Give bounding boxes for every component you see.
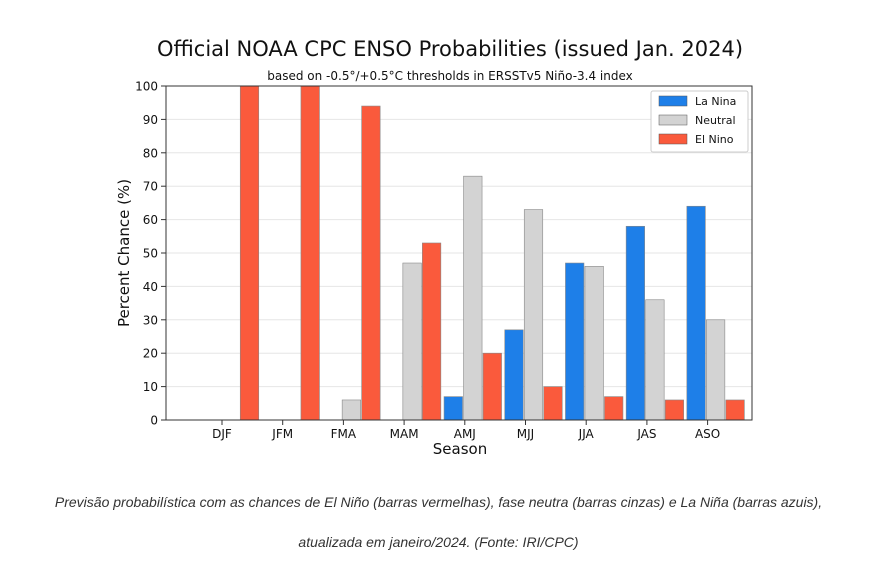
bar-neutral-jas [645, 299, 665, 421]
x-tick-label: AMJ [454, 427, 476, 441]
enso-probability-chart: Official NOAA CPC ENSO Probabilities (is… [115, 37, 753, 458]
legend-label-neutral: Neutral [695, 114, 736, 127]
x-tick-label: JJA [578, 427, 595, 441]
figure-caption-line-2: atualizada em janeiro/2024. (Fonte: IRI/… [298, 534, 579, 550]
y-tick-label: 80 [143, 146, 158, 160]
y-tick-label: 40 [143, 280, 158, 294]
y-axis: 0 10 20 30 40 50 60 70 80 90 100 [135, 80, 166, 428]
y-tick-label: 70 [143, 180, 158, 194]
chart-subtitle: based on -0.5°/+0.5°C thresholds in ERSS… [267, 69, 633, 83]
bar-el-nino-djf [239, 85, 260, 421]
legend-label-la-nina: La Nina [695, 95, 736, 108]
bar-el-nino-mjj [543, 386, 563, 421]
x-tick-label: MJJ [517, 427, 534, 441]
bar-el-nino-amj [482, 352, 502, 421]
y-tick-label: 10 [143, 380, 158, 394]
x-tick-label: JAS [636, 427, 656, 441]
legend-swatch-la-nina [658, 95, 688, 107]
bar-el-nino-fma [361, 105, 381, 421]
bar-neutral-amj [463, 175, 483, 421]
x-axis: DJF JFM FMA MAM AMJ MJJ JJA JAS ASO [212, 420, 720, 441]
y-tick-label: 20 [143, 347, 158, 361]
bar-neutral-aso [706, 319, 726, 421]
legend-swatch-el-nino [658, 133, 688, 145]
bar-neutral-jja [584, 266, 604, 421]
bar-neutral-mam [402, 262, 422, 421]
chart-title: Official NOAA CPC ENSO Probabilities (is… [157, 37, 743, 61]
bar-la-nina-aso [686, 205, 706, 421]
figure-caption-line-1: Previsão probabilística com as chances d… [54, 494, 823, 510]
x-tick-label: FMA [331, 427, 357, 441]
bar-el-nino-jja [604, 396, 624, 421]
bar-el-nino-aso [725, 399, 745, 421]
bar-la-nina-jja [565, 262, 585, 421]
legend-swatch-neutral [658, 114, 688, 126]
x-tick-label: ASO [695, 427, 720, 441]
y-tick-label: 100 [135, 80, 158, 94]
x-tick-label: JFM [271, 427, 293, 441]
legend: La Nina Neutral El Nino [650, 90, 749, 153]
bar-el-nino-mam [422, 242, 442, 421]
bar-la-nina-mjj [504, 329, 524, 421]
y-axis-label: Percent Chance (%) [115, 179, 133, 327]
bar-la-nina-jas [625, 225, 645, 421]
x-axis-label: Season [433, 440, 487, 458]
y-tick-label: 0 [150, 414, 158, 428]
bar-el-nino-jfm [300, 85, 320, 421]
y-tick-label: 30 [143, 313, 158, 327]
bar-neutral-fma [341, 399, 361, 421]
bar-el-nino-jas [664, 399, 684, 421]
chart-canvas: Official NOAA CPC ENSO Probabilities (is… [115, 37, 753, 458]
y-tick-label: 50 [143, 247, 158, 261]
bar-la-nina-amj [443, 396, 463, 421]
bar-neutral-mjj [523, 209, 544, 421]
legend-label-el-nino: El Nino [695, 133, 734, 146]
y-tick-label: 90 [143, 113, 158, 127]
y-tick-label: 60 [143, 213, 158, 227]
x-tick-label: DJF [212, 427, 232, 441]
x-tick-label: MAM [390, 427, 419, 441]
